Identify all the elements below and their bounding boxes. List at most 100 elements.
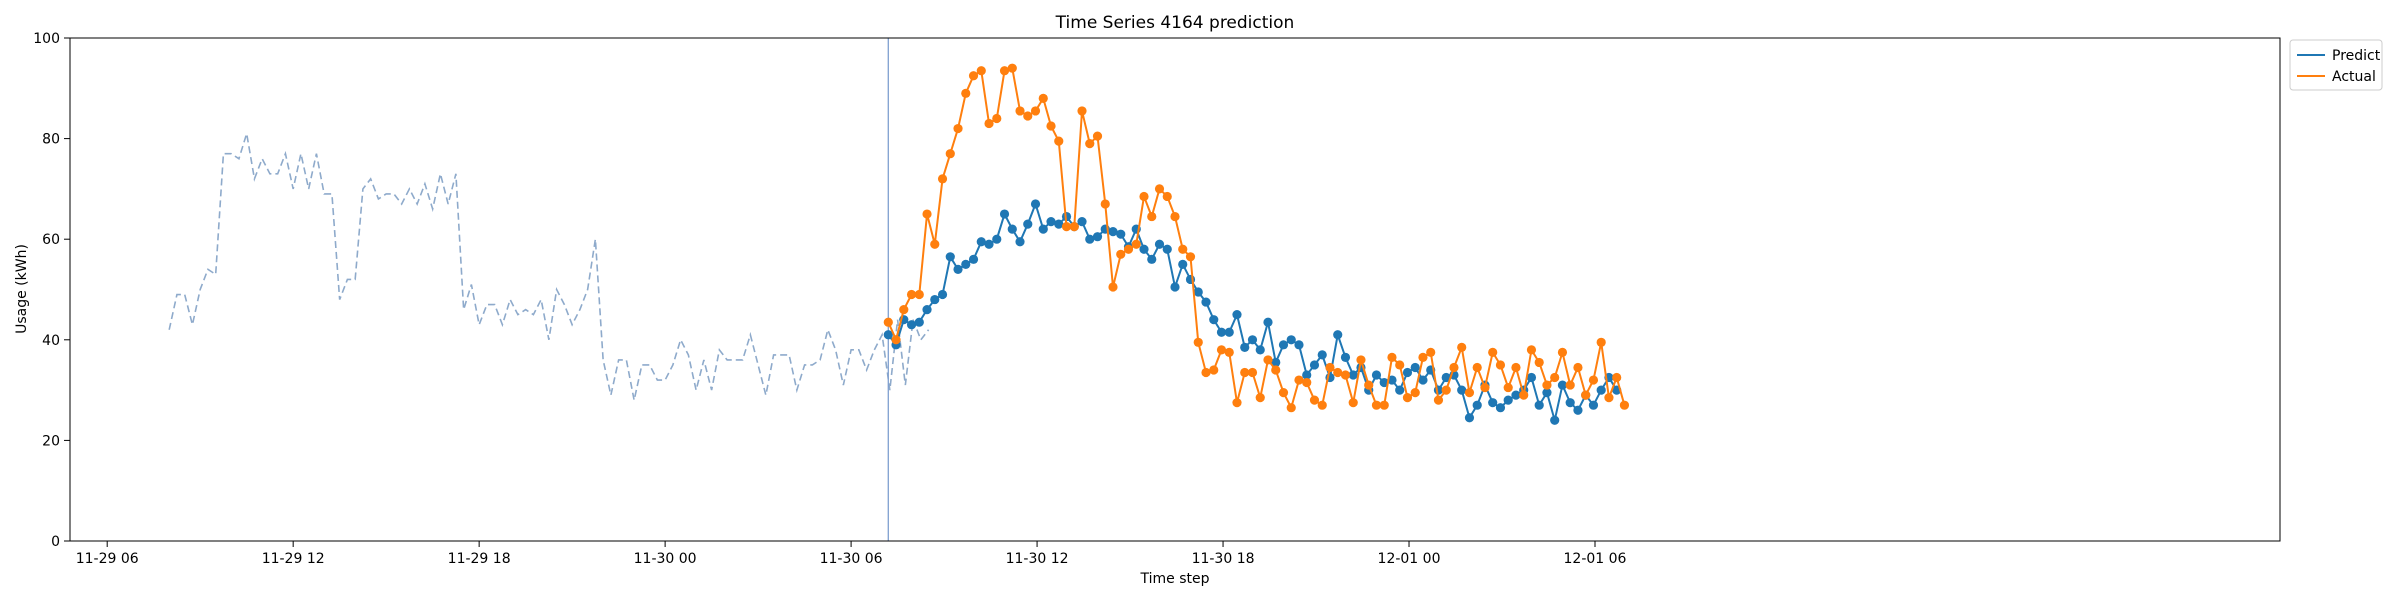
- data-point-actual: [1193, 337, 1203, 347]
- x-tick-label: 12-01 00: [1378, 551, 1441, 567]
- data-point-predict: [1193, 287, 1203, 297]
- data-point-actual: [1007, 63, 1017, 73]
- data-point-predict: [976, 237, 986, 247]
- y-tick-label: 0: [51, 534, 60, 550]
- data-point-predict: [1565, 398, 1575, 408]
- data-point-predict: [1464, 413, 1475, 423]
- data-point-predict: [1085, 234, 1095, 244]
- data-point-actual: [1162, 191, 1172, 202]
- data-point-actual: [1464, 388, 1475, 398]
- data-point-predict: [1054, 219, 1064, 229]
- data-point-predict: [1162, 244, 1172, 254]
- data-point-predict: [961, 259, 971, 269]
- data-point-actual: [1015, 106, 1025, 116]
- series-actual: [883, 63, 1630, 413]
- data-point-actual: [1178, 244, 1188, 254]
- data-point-predict: [1441, 372, 1451, 383]
- data-point-actual: [1092, 131, 1103, 141]
- data-point-predict: [1201, 297, 1211, 307]
- data-point-actual: [1495, 360, 1506, 370]
- y-axis-label: Usage (kWh): [14, 244, 30, 334]
- data-point-predict: [1348, 370, 1358, 380]
- data-point-actual: [1216, 345, 1227, 355]
- data-point-predict: [930, 294, 940, 305]
- data-point-actual: [1449, 362, 1459, 373]
- data-point-actual: [1519, 390, 1529, 400]
- data-point-predict: [1340, 352, 1351, 363]
- data-point-predict: [1147, 254, 1157, 264]
- data-point-actual: [1154, 184, 1165, 194]
- data-point-predict: [1286, 335, 1296, 345]
- data-point-actual: [1317, 400, 1327, 410]
- data-point-predict: [1007, 224, 1017, 234]
- data-point-actual: [1557, 347, 1568, 357]
- x-tick-label: 12-01 06: [1564, 551, 1627, 567]
- legend: Predict Actual: [2289, 39, 2383, 91]
- data-point-actual: [1542, 380, 1552, 390]
- data-point-predict: [937, 289, 948, 300]
- data-point-actual: [1433, 395, 1444, 405]
- data-point-actual: [961, 88, 971, 98]
- data-point-predict: [1495, 403, 1506, 413]
- data-point-actual: [1061, 222, 1072, 232]
- data-point-predict: [1542, 388, 1552, 398]
- data-point-actual: [1418, 352, 1428, 363]
- data-point-predict: [1511, 390, 1521, 400]
- data-point-actual: [891, 335, 901, 345]
- data-point-actual: [1387, 352, 1397, 363]
- data-point-actual: [1364, 380, 1374, 390]
- data-point-actual: [992, 113, 1002, 124]
- data-point-predict: [1240, 342, 1250, 352]
- data-point-actual: [999, 66, 1010, 76]
- chart-title: Time Series 4164 prediction: [1055, 13, 1295, 33]
- plot-frame: [69, 37, 2281, 542]
- data-point-predict: [1534, 400, 1544, 410]
- x-tick-label: 11-29 06: [76, 551, 139, 567]
- data-point-actual: [1573, 362, 1583, 373]
- data-point-actual: [1480, 382, 1490, 393]
- data-point-actual: [1426, 347, 1436, 357]
- data-point-predict: [984, 239, 994, 249]
- data-point-actual: [1123, 244, 1134, 254]
- data-point-actual: [1247, 367, 1258, 378]
- data-point-actual: [1038, 93, 1048, 103]
- data-point-actual: [1224, 347, 1234, 357]
- data-point-actual: [1457, 342, 1467, 352]
- data-point-predict: [1550, 415, 1560, 425]
- data-point-actual: [1077, 106, 1087, 116]
- data-point-predict: [1170, 282, 1180, 292]
- data-point-actual: [1201, 367, 1211, 378]
- data-point-actual: [1348, 398, 1358, 408]
- data-point-predict: [1038, 224, 1048, 234]
- data-point-actual: [1085, 139, 1095, 149]
- data-point-predict: [1573, 405, 1583, 415]
- data-point-actual: [1309, 395, 1320, 405]
- data-point-predict: [945, 252, 955, 262]
- data-point-predict: [1232, 310, 1242, 320]
- x-tick-label: 11-30 00: [634, 551, 697, 567]
- data-point-actual: [1534, 357, 1544, 368]
- data-point-actual: [1604, 393, 1614, 403]
- data-point-actual: [1286, 403, 1296, 413]
- data-point-predict: [1139, 244, 1149, 254]
- data-point-actual: [1565, 380, 1575, 390]
- y-tick-label: 60: [42, 232, 60, 248]
- data-point-predict: [1526, 372, 1537, 383]
- data-point-predict: [1596, 385, 1606, 395]
- data-point-predict: [1247, 335, 1258, 345]
- data-point-predict: [1294, 340, 1304, 350]
- data-point-actual: [1395, 360, 1405, 370]
- legend-label-predict: Predict: [2332, 48, 2381, 64]
- data-point-predict: [1216, 327, 1227, 337]
- x-tick-label: 11-29 18: [448, 551, 511, 567]
- data-point-actual: [1371, 400, 1382, 410]
- data-point-predict: [1278, 340, 1289, 350]
- data-point-actual: [1488, 347, 1498, 357]
- data-point-predict: [1116, 229, 1126, 239]
- data-point-actual: [1131, 239, 1141, 249]
- data-point-actual: [1472, 362, 1482, 373]
- data-point-predict: [1077, 216, 1087, 227]
- data-point-predict: [1224, 327, 1234, 337]
- data-point-actual: [1170, 211, 1180, 222]
